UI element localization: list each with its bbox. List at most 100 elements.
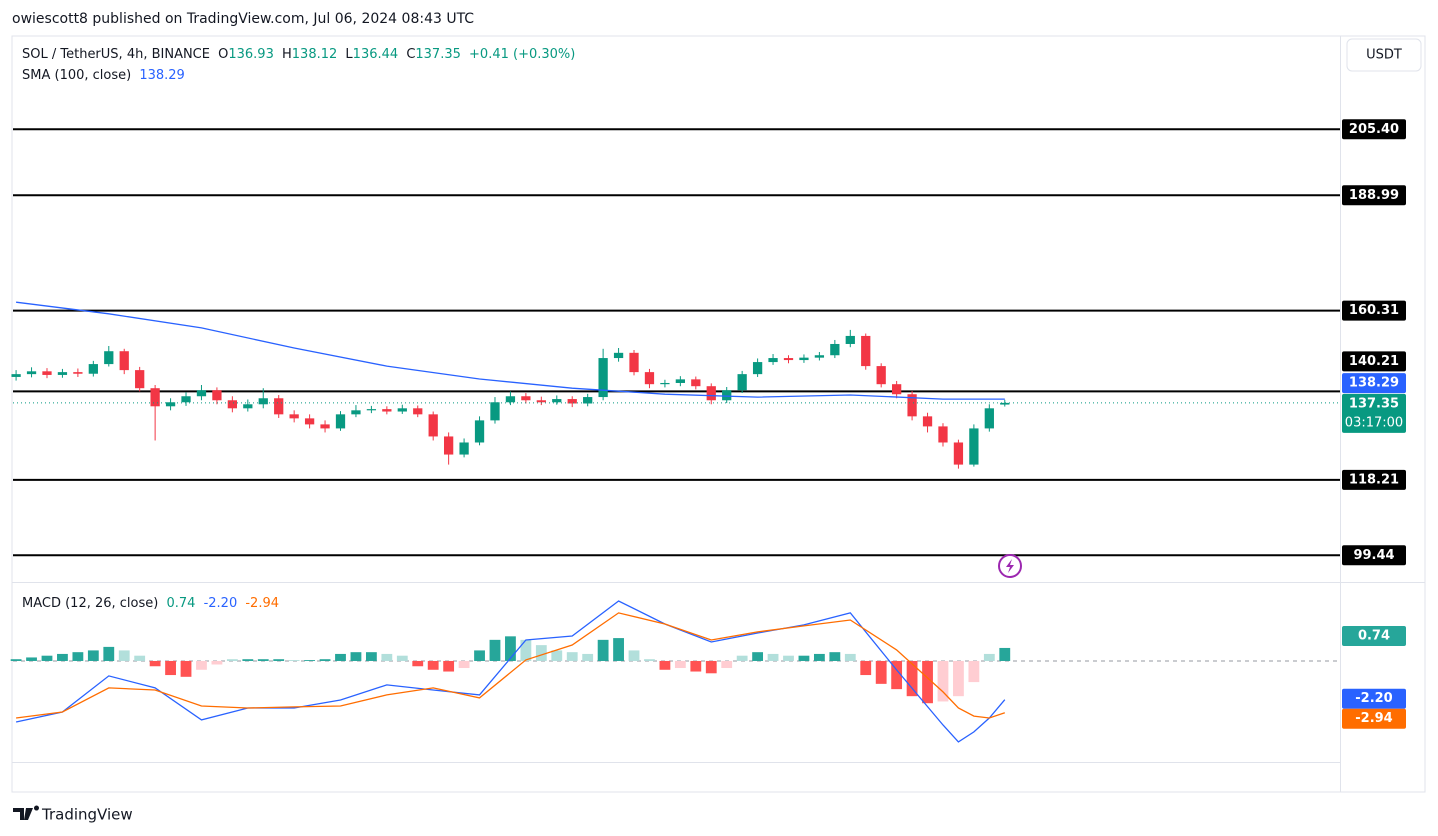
ohlc-value: 137.35 [415, 47, 461, 62]
level-badge-bg [1342, 185, 1406, 206]
candle-body [691, 379, 701, 387]
candle-body [274, 398, 284, 415]
candle-body [428, 414, 438, 437]
macd-badge-bg [1342, 688, 1406, 709]
candle-body [135, 370, 145, 389]
candle-body [799, 357, 809, 361]
candle-body [474, 420, 485, 443]
histogram-bar [474, 650, 485, 661]
ohlc-value: 136.44 [353, 47, 399, 62]
histogram-bar [489, 639, 501, 661]
candle-body [706, 386, 716, 401]
marks [10, 128, 1340, 743]
signal-value: -2.94 [245, 596, 279, 611]
histogram-bar [813, 653, 825, 661]
candle-body [243, 404, 253, 409]
ohlc-letter: C [406, 47, 415, 62]
candle-body [459, 442, 469, 455]
candle-body [444, 436, 454, 455]
candle-body [536, 400, 546, 403]
histogram-bar [968, 660, 980, 683]
candle-body [490, 402, 500, 421]
histogram-bar [72, 652, 84, 661]
candle-body [57, 372, 68, 375]
histogram-bar [953, 660, 964, 697]
alert-bolt[interactable] [1006, 559, 1014, 573]
level-badge: 118.21 [1349, 472, 1399, 487]
candle-body [907, 394, 917, 417]
histogram-bar [566, 652, 578, 661]
level-badge-bg [1342, 545, 1406, 566]
macd-badge: -2.20 [1355, 691, 1392, 706]
alert-icon[interactable] [998, 554, 1022, 578]
signal-badge: -2.94 [1355, 711, 1392, 726]
histogram-bar [165, 660, 176, 676]
ohlc-letter: O [218, 47, 228, 62]
candle-body [861, 335, 871, 367]
histogram-bar [613, 638, 624, 661]
candle-body [845, 335, 855, 344]
brand-name: TradingView [41, 806, 133, 824]
histogram-bar [690, 660, 702, 672]
histogram-bar [273, 659, 285, 661]
histogram-bar [844, 653, 856, 661]
level-badge: 140.21 [1349, 354, 1399, 369]
currency-button[interactable]: USDT [1346, 38, 1422, 72]
candle-body [258, 398, 268, 405]
histogram-bar [134, 655, 146, 661]
histogram-bar [906, 660, 918, 697]
histogram-bar [87, 650, 99, 661]
histogram-bar [443, 660, 455, 672]
ohlc-letter: L [345, 47, 353, 62]
candle-body [88, 364, 98, 374]
histogram-bar [350, 652, 362, 661]
histogram-bar [644, 659, 655, 661]
candle-body [119, 351, 129, 371]
candle-body [289, 414, 299, 419]
histogram-bar [798, 655, 810, 661]
histogram-bar [412, 660, 424, 667]
histogram-bar [211, 660, 223, 665]
histogram-bar [319, 659, 331, 661]
histogram-bar [520, 639, 532, 661]
chart-frame [11, 35, 1426, 793]
price-badge-bg [1342, 393, 1406, 433]
candle-body [73, 372, 83, 374]
histogram-bar [860, 660, 872, 676]
histogram-bar [875, 660, 887, 684]
histogram-bar [41, 655, 53, 661]
candle-body [830, 343, 840, 356]
candle-body [922, 416, 933, 427]
histogram-bar [736, 655, 748, 661]
currency-label[interactable]: USDT [1366, 48, 1402, 63]
candle-body [366, 409, 377, 411]
publisher-line: owiescott8 published on TradingView.com,… [12, 11, 474, 27]
sma-badge-bg [1342, 373, 1406, 394]
candle-body [304, 418, 315, 425]
ohlc-value: 138.12 [292, 47, 338, 62]
histogram-bar [103, 646, 115, 661]
candle-body [521, 396, 531, 401]
macd-line [15, 600, 1006, 743]
histogram-bar [242, 659, 254, 661]
candle-body [783, 358, 794, 361]
candle-body [598, 358, 608, 398]
price-change: +0.41 (+0.30%) [469, 47, 575, 62]
histogram-bar [597, 639, 609, 661]
histogram-bar [752, 652, 764, 661]
histogram-bar [628, 650, 640, 661]
histogram-bar [458, 660, 470, 669]
histogram-bar [983, 653, 995, 661]
candle-body [737, 374, 747, 391]
candle-body [212, 390, 222, 401]
histogram-bar [149, 660, 161, 667]
histogram-bar [26, 657, 37, 661]
level-badge: 99.44 [1353, 548, 1394, 563]
signal-line [16, 612, 1006, 719]
candle-body [768, 358, 778, 363]
candle-body [814, 355, 825, 358]
currency-button-frame[interactable] [1346, 38, 1422, 72]
histogram-bar [922, 660, 933, 704]
histogram-bar [829, 652, 841, 661]
